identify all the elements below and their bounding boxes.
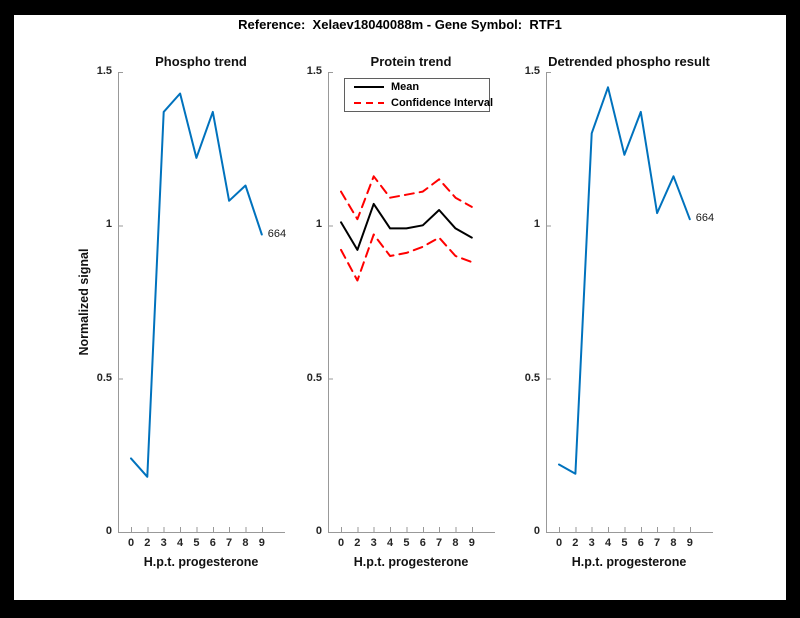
x-tick-label: 2	[144, 537, 151, 549]
series-end-label: 664	[695, 212, 715, 225]
x-tick-label: 5	[621, 537, 628, 549]
y-axis-label: Normalized signal	[77, 248, 91, 356]
x-tick-label: 5	[403, 537, 410, 549]
x-tick-label: 4	[386, 537, 394, 549]
x-tick-label: 6	[209, 537, 216, 549]
x-tick-label: 6	[419, 537, 426, 549]
x-tick-label: 3	[160, 537, 167, 549]
y-tick-label: 1.5	[306, 65, 322, 77]
x-tick-label: 7	[226, 537, 233, 549]
y-tick-label: 0.5	[306, 371, 322, 384]
phospho-line	[130, 92, 263, 478]
detrended-line	[558, 86, 691, 475]
x-tick-label: 8	[242, 537, 249, 549]
protein-ci-upper-line	[340, 175, 473, 221]
x-tick-label: 0	[555, 537, 563, 549]
x-axis-label-phospho: H.p.t. progesterone	[143, 555, 259, 569]
x-tick-label: 4	[604, 537, 612, 549]
x-tick-label: 6	[637, 537, 644, 549]
y-tick-label: 1	[105, 218, 112, 231]
protein-mean-line	[340, 202, 473, 251]
x-tick-label: 2	[572, 537, 579, 549]
y-tick-label: 0	[533, 525, 540, 537]
x-tick-label: 3	[370, 537, 377, 549]
x-tick-label: 0	[127, 537, 135, 549]
x-tick-label: 2	[354, 537, 361, 549]
subplot-title-phospho: Phospho trend	[155, 54, 247, 69]
x-axis-label-protein: H.p.t. progesterone	[353, 555, 469, 569]
x-tick-label: 3	[588, 537, 595, 549]
x-axis-label-detrended: H.p.t. progesterone	[571, 555, 687, 569]
x-tick-label: 4	[176, 537, 184, 549]
y-tick-label: 0.5	[524, 371, 540, 384]
series-end-label: 664	[267, 227, 287, 240]
x-tick-label: 7	[436, 537, 443, 549]
y-tick-label: 0.5	[96, 371, 112, 384]
x-tick-label: 9	[686, 537, 693, 549]
x-tick-label: 7	[654, 537, 661, 549]
subplot-title-detrended: Detrended phospho result	[548, 54, 710, 69]
y-tick-label: 1.5	[96, 65, 112, 77]
y-tick-label: 1	[315, 218, 322, 231]
legend-label-confidence-interval: Confidence Interval	[391, 97, 494, 109]
x-tick-label: 5	[193, 537, 200, 549]
legend-label-mean: Mean	[391, 81, 420, 93]
y-tick-label: 1.5	[524, 65, 540, 77]
x-tick-label: 9	[468, 537, 475, 549]
legend-entry-confidence-interval: Confidence Interval	[354, 97, 493, 109]
x-tick-label: 8	[452, 537, 459, 549]
protein-ci-lower-line	[340, 233, 473, 282]
legend: Mean Confidence Interval	[344, 78, 493, 112]
x-tick-label: 9	[258, 537, 265, 549]
subplot-title-protein: Protein trend	[370, 54, 452, 69]
y-tick-label: 0	[105, 525, 112, 537]
x-tick-label: 8	[670, 537, 677, 549]
confidence-interval-line-sample-icon	[354, 102, 384, 104]
figure-title: Reference: Xelaev18040088m - Gene Symbol…	[238, 17, 562, 32]
y-tick-label: 1	[533, 218, 540, 231]
mean-line-sample-icon	[354, 86, 384, 88]
x-tick-label: 0	[337, 537, 345, 549]
legend-entry-mean: Mean	[354, 81, 489, 93]
y-tick-label: 0	[315, 525, 322, 537]
